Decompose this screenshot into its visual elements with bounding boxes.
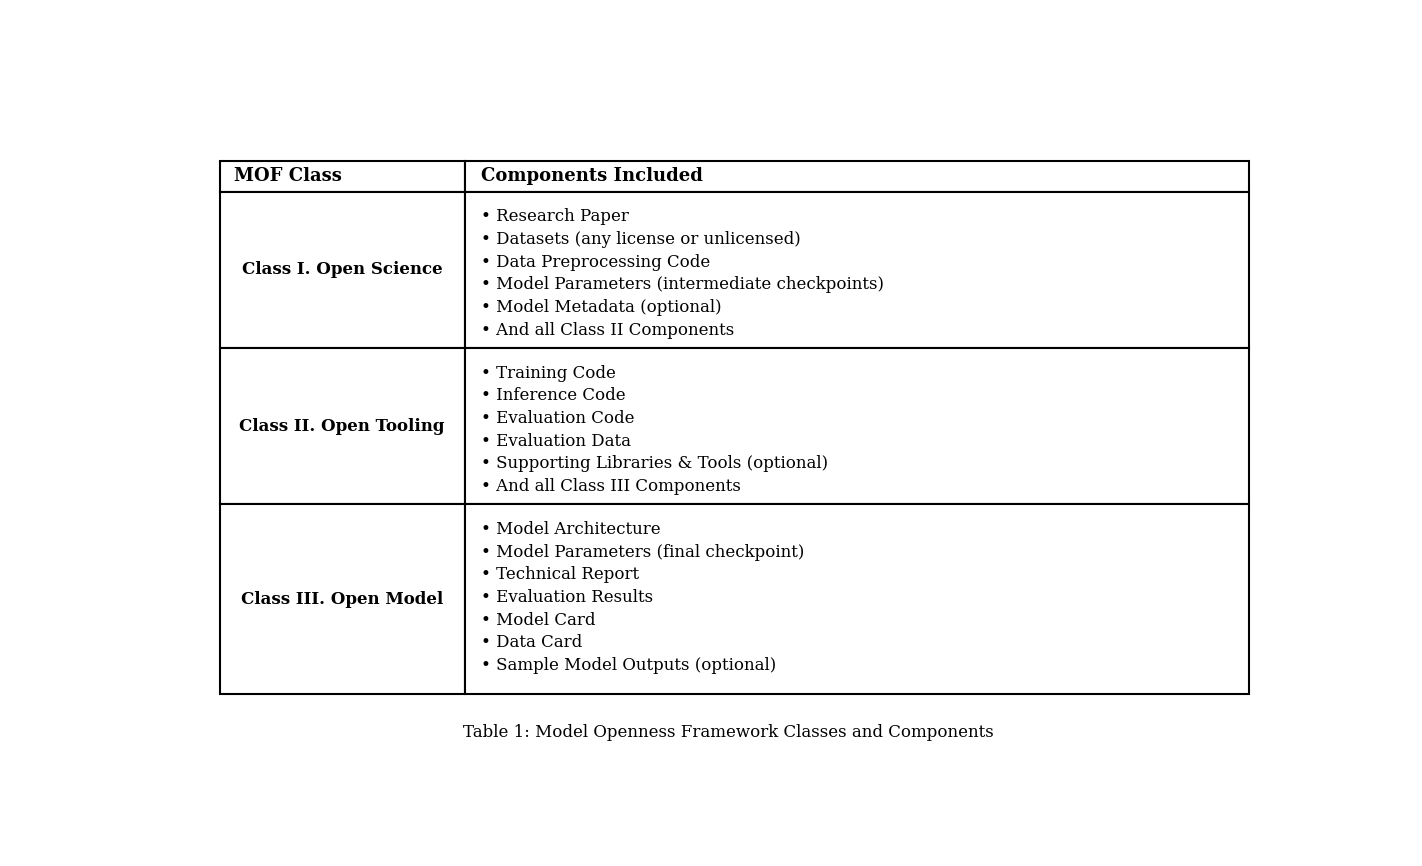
Text: • Model Card: • Model Card bbox=[481, 611, 596, 629]
Text: • Model Parameters (final checkpoint): • Model Parameters (final checkpoint) bbox=[481, 544, 805, 560]
Bar bbox=[219, 191, 465, 348]
Text: • Evaluation Code: • Evaluation Code bbox=[481, 410, 634, 427]
Text: • Model Metadata (optional): • Model Metadata (optional) bbox=[481, 299, 722, 316]
Text: • Data Preprocessing Code: • Data Preprocessing Code bbox=[481, 254, 711, 270]
Bar bbox=[465, 160, 1249, 191]
Text: • Technical Report: • Technical Report bbox=[481, 566, 640, 584]
Text: MOF Class: MOF Class bbox=[235, 167, 341, 185]
Text: • Data Card: • Data Card bbox=[481, 634, 583, 651]
Text: • Sample Model Outputs (optional): • Sample Model Outputs (optional) bbox=[481, 657, 776, 674]
Bar bbox=[219, 160, 465, 191]
Text: Class III. Open Model: Class III. Open Model bbox=[240, 591, 444, 608]
Text: • And all Class II Components: • And all Class II Components bbox=[481, 321, 734, 339]
Bar bbox=[219, 348, 465, 504]
Bar bbox=[465, 504, 1249, 694]
Text: Class I. Open Science: Class I. Open Science bbox=[242, 262, 442, 278]
Text: • Inference Code: • Inference Code bbox=[481, 387, 626, 404]
Text: • And all Class III Components: • And all Class III Components bbox=[481, 478, 741, 495]
Text: • Supporting Libraries & Tools (optional): • Supporting Libraries & Tools (optional… bbox=[481, 456, 828, 472]
Bar bbox=[465, 191, 1249, 348]
Text: • Training Code: • Training Code bbox=[481, 365, 616, 382]
Text: Table 1: Model Openness Framework Classes and Components: Table 1: Model Openness Framework Classe… bbox=[464, 724, 994, 740]
Text: • Evaluation Results: • Evaluation Results bbox=[481, 589, 653, 606]
Text: • Datasets (any license or unlicensed): • Datasets (any license or unlicensed) bbox=[481, 231, 801, 248]
Text: • Model Architecture: • Model Architecture bbox=[481, 521, 661, 538]
Text: • Model Parameters (intermediate checkpoints): • Model Parameters (intermediate checkpo… bbox=[481, 276, 884, 294]
Text: • Research Paper: • Research Paper bbox=[481, 208, 629, 225]
Text: Components Included: Components Included bbox=[481, 167, 702, 185]
Text: Class II. Open Tooling: Class II. Open Tooling bbox=[239, 417, 445, 435]
Text: • Evaluation Data: • Evaluation Data bbox=[481, 433, 631, 449]
Bar bbox=[219, 504, 465, 694]
Bar bbox=[465, 348, 1249, 504]
